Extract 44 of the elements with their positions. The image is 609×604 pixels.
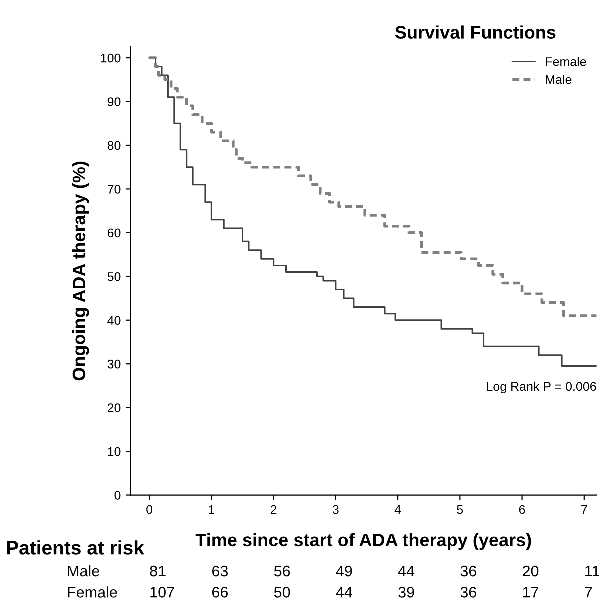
text: 17: [523, 587, 539, 598]
y-axis-title: Ongoing ADA therapy (%): [72, 162, 90, 381]
y-tick-label: 20: [108, 404, 121, 412]
y-tick-label: 30: [108, 360, 121, 369]
x-tick-label: 6: [519, 505, 526, 514]
y-tick-label: 100: [101, 54, 121, 63]
text: 39: [398, 587, 414, 598]
x-axis-title: Time since start of ADA therapy (years): [196, 533, 532, 550]
text: Male: [68, 565, 100, 577]
x-tick-label: 1: [209, 505, 215, 514]
text: 49: [336, 566, 352, 577]
text: 56: [274, 566, 290, 577]
text: Female: [68, 586, 118, 598]
y-tick-label: 60: [108, 228, 121, 238]
text: 44: [336, 587, 352, 598]
text: 66: [212, 587, 228, 598]
text: 36: [460, 566, 476, 577]
y-tick-label: 70: [108, 185, 121, 194]
text: 36: [460, 587, 476, 598]
y-tick-label: 10: [108, 447, 121, 456]
annotation: Log Rank P = 0.006: [487, 382, 596, 394]
x-tick-label: 7: [582, 505, 588, 514]
x-tick-label: 3: [332, 505, 339, 514]
text: 81: [150, 566, 166, 577]
text: 7: [585, 587, 592, 598]
y-tick-label: 40: [108, 316, 121, 326]
y-tick-label: 80: [108, 141, 121, 150]
x-tick-label: 5: [457, 505, 464, 514]
text: Patients at risk: [7, 540, 144, 555]
y-tick-label: 50: [108, 272, 121, 282]
text: 11: [586, 566, 600, 577]
x-tick-label: 4: [394, 505, 402, 514]
legend-label: Female: [546, 57, 586, 66]
chart-title: Survival Functions: [395, 26, 556, 39]
legend-label: Male: [546, 75, 572, 84]
text: 44: [398, 566, 415, 577]
text: 20: [523, 566, 539, 577]
y-tick-label: 0: [114, 491, 121, 500]
text: 50: [274, 587, 290, 598]
x-tick-label: 0: [146, 505, 153, 514]
y-tick-label: 90: [108, 98, 121, 106]
text: 107: [150, 587, 174, 598]
text: 63: [212, 566, 228, 577]
x-tick-label: 2: [270, 505, 277, 514]
